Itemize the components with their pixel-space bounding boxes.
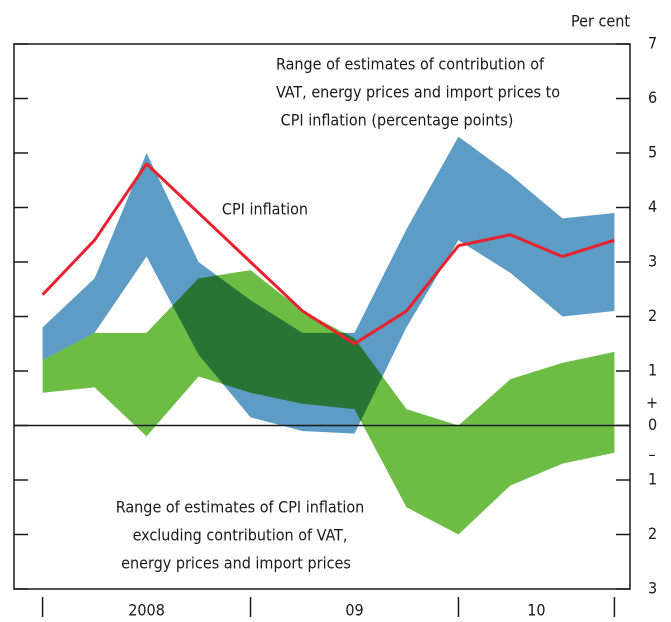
y-tick-label: 1: [648, 361, 657, 380]
y-tick-label: 3: [648, 579, 657, 598]
y-tick-label: 2: [648, 306, 657, 325]
annotation: CPI inflation (percentage points): [281, 111, 514, 130]
line: [41, 162, 615, 346]
annotation: VAT, energy prices and import prices to: [276, 83, 560, 102]
sign-minus: –: [648, 445, 655, 464]
y-tick-label: 7: [648, 34, 657, 53]
annotation: Range of estimates of CPI inflation: [116, 498, 365, 517]
y-tick-label: 2: [648, 524, 657, 543]
x-tick-label: 2008: [128, 601, 165, 620]
y-tick-label: 3: [648, 252, 657, 271]
unit-label: Per cent: [571, 12, 630, 31]
y-tick-label: 1: [648, 470, 657, 489]
y-tick-label: 5: [648, 143, 657, 162]
x-tick-label: 09: [345, 601, 363, 620]
annotation: excluding contribution of VAT,: [133, 526, 348, 545]
x-tick-label: 10: [527, 601, 545, 620]
sign-plus: +: [646, 393, 658, 412]
series-label: CPI inflation: [222, 200, 308, 219]
annotation: energy prices and import prices: [121, 554, 351, 573]
y-tick-label: 6: [648, 88, 657, 107]
y-tick-label: 4: [648, 197, 657, 216]
range-band: [42, 136, 615, 434]
y-tick-label: 0: [648, 415, 657, 434]
annotation: Range of estimates of contribution of: [276, 55, 545, 74]
